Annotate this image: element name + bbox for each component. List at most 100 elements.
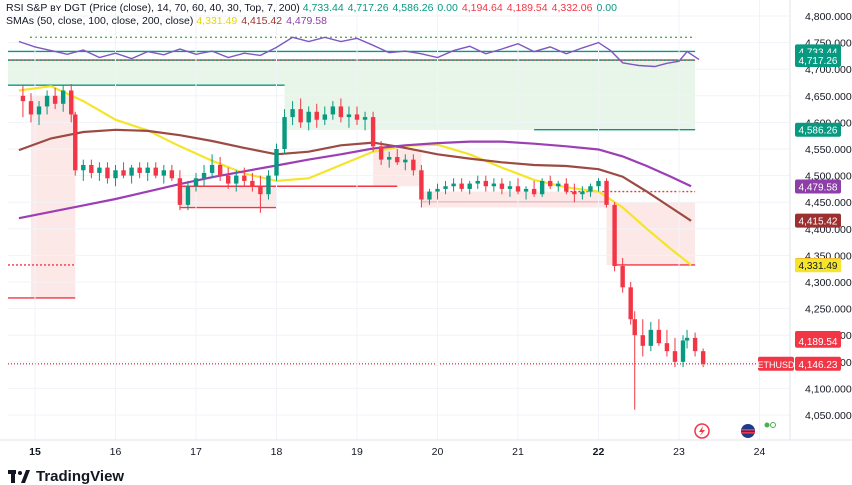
- candle-body: [185, 186, 191, 205]
- candle-body: [89, 164, 94, 173]
- candle-body: [515, 186, 521, 192]
- legend-name[interactable]: SMAs (50, close, 100, close, 200, close): [6, 15, 194, 27]
- candle: [36, 101, 42, 126]
- price-label-text: 4,146.23: [799, 360, 838, 371]
- price-label-text: 4,479.58: [799, 182, 838, 193]
- legend-params: (Price (close), 14, 70, 60, 40, 30, Top,…: [89, 2, 300, 14]
- price-label: 4,479.58: [795, 179, 841, 194]
- candle: [129, 164, 134, 184]
- zone-layer: [8, 36, 790, 365]
- candle: [330, 101, 336, 120]
- candle-body: [201, 172, 207, 179]
- candle: [475, 175, 480, 189]
- red-zone: [421, 191, 607, 208]
- candle: [620, 258, 625, 293]
- candle-body: [97, 167, 102, 173]
- x-tick-label: 19: [351, 446, 363, 458]
- y-tick-label: 4,050.000: [805, 410, 852, 422]
- candle-body: [680, 340, 686, 362]
- candle-body: [539, 180, 545, 195]
- candle-body: [451, 183, 456, 187]
- price-label: 4,586.26: [795, 122, 841, 137]
- x-tick-label: 20: [432, 446, 444, 458]
- candle: [69, 84, 74, 123]
- candle: [266, 170, 271, 200]
- candle: [499, 178, 505, 195]
- candle-body: [370, 117, 376, 147]
- candle-body: [36, 106, 42, 115]
- candle: [531, 180, 537, 197]
- y-tick-label: 4,650.000: [805, 91, 852, 103]
- flag-icon[interactable]: [741, 424, 755, 438]
- candle-body: [322, 114, 327, 120]
- candle-body: [403, 159, 408, 163]
- candle: [672, 337, 678, 368]
- candle: [81, 159, 86, 181]
- candle: [338, 98, 344, 123]
- candle-body: [354, 114, 360, 120]
- candle: [640, 319, 645, 357]
- y-tick-label: 4,100.000: [805, 383, 852, 395]
- tradingview-logo: TradingView: [8, 468, 124, 485]
- candle: [52, 87, 58, 110]
- y-tick-label: 4,800.000: [805, 11, 852, 23]
- candle-body: [648, 329, 654, 346]
- candle-body: [298, 109, 303, 123]
- candle-body: [564, 183, 569, 192]
- candle: [161, 164, 166, 184]
- candle: [612, 202, 617, 272]
- candle: [153, 162, 158, 179]
- price-label-text: 4,733.44: [799, 47, 838, 58]
- candle: [572, 183, 577, 203]
- candle: [201, 164, 207, 187]
- candle-body: [700, 351, 706, 364]
- legend-rsi: RSI S&P ʙʏ DGT (Price (close), 14, 70, 60…: [6, 2, 621, 14]
- x-tick-label: 15: [29, 446, 41, 458]
- candle-body: [672, 351, 678, 362]
- x-tick-label: 24: [754, 446, 766, 458]
- price-label-text: 4,415.42: [799, 217, 838, 228]
- candle: [387, 151, 392, 168]
- legend-value: 4,586.26: [392, 2, 434, 14]
- candle: [507, 180, 513, 197]
- x-tick-label: 18: [271, 446, 283, 458]
- candle-body: [531, 188, 537, 195]
- candle-body: [338, 106, 344, 118]
- candle-body: [572, 191, 577, 195]
- candle: [580, 186, 585, 200]
- legend-name[interactable]: RSI S&P ʙʏ DGT: [6, 2, 87, 14]
- x-tick-label: 21: [512, 446, 524, 458]
- candles-layer: [20, 84, 706, 410]
- y-tick-label: 4,250.000: [805, 304, 852, 316]
- candle-body: [427, 191, 432, 200]
- candle-body: [346, 114, 352, 118]
- price-label-box: [795, 122, 841, 137]
- symbol-label-box: [758, 356, 794, 371]
- candle-body: [242, 175, 247, 181]
- candle: [44, 90, 50, 115]
- price-label: 4,189.54: [795, 333, 841, 348]
- candle-body: [548, 180, 553, 187]
- candle-body: [177, 178, 183, 205]
- candle: [234, 170, 239, 192]
- candle: [121, 162, 126, 179]
- candle: [648, 321, 654, 352]
- lightning-icon[interactable]: [694, 423, 710, 439]
- candle: [274, 143, 279, 181]
- legend-value: 4,194.64: [461, 2, 503, 14]
- y-tick-label: 4,700.000: [805, 64, 852, 76]
- candle: [451, 178, 456, 192]
- candle-body: [628, 287, 633, 320]
- candle: [656, 319, 662, 346]
- candle: [564, 178, 569, 195]
- candle: [680, 335, 686, 368]
- candle-body: [459, 183, 464, 189]
- candle: [628, 282, 633, 325]
- legend-value: 4,415.42: [241, 15, 283, 27]
- economic-events-icon[interactable]: [764, 422, 776, 428]
- candle: [145, 162, 150, 181]
- candle-body: [169, 170, 175, 179]
- candle: [113, 164, 118, 187]
- candle-body: [161, 170, 166, 176]
